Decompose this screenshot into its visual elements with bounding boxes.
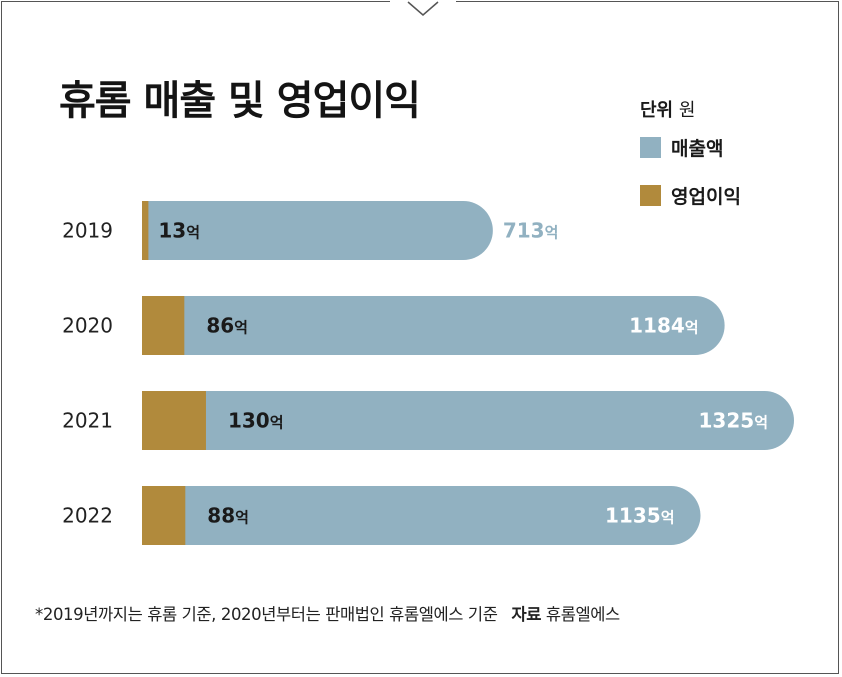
profit-bar-2022 (142, 486, 186, 545)
footnote: *2019년까지는 휴롬 기준, 2020년부터는 판매법인 휴롬엘에스 기준 자… (35, 601, 620, 625)
profit-value-label-2021: 130억 (228, 409, 284, 433)
revenue-bar-2019 (142, 201, 493, 260)
revenue-value-label-2020: 1184억 (629, 314, 698, 338)
profit-value-label-2019: 13억 (158, 219, 200, 243)
unit-note: 단위 원 (640, 96, 741, 122)
legend-label-revenue: 매출액 (671, 137, 724, 160)
profit-bar-2019 (142, 201, 149, 260)
unit-value: 원 (678, 100, 696, 121)
revenue-bar-2022 (142, 486, 701, 545)
year-label-2021: 2021 (62, 409, 113, 433)
revenue-value-label-2022: 1135억 (605, 504, 674, 528)
legend-swatch-profit (640, 184, 661, 206)
year-label-2019: 2019 (62, 219, 113, 243)
legend-item-profit: 영업이익 (640, 182, 741, 208)
profit-value-label-2022: 88억 (207, 504, 249, 528)
source-value: 휴롬엘에스 (545, 605, 620, 624)
year-label-2020: 2020 (62, 314, 113, 338)
legend-label-profit: 영업이익 (671, 185, 741, 208)
profit-bar-2020 (142, 296, 185, 355)
revenue-bar-2021 (142, 391, 794, 450)
revenue-value-label-2021: 1325억 (699, 409, 768, 433)
source-label: 자료 (511, 605, 542, 624)
legend-item-revenue: 매출액 (640, 134, 741, 160)
profit-bar-2021 (142, 391, 206, 450)
legend-swatch-revenue (640, 136, 661, 158)
revenue-value-label-2019: 713억 (503, 219, 559, 243)
footnote-text: *2019년까지는 휴롬 기준, 2020년부터는 판매법인 휴롬엘에스 기준 (35, 605, 498, 624)
chart-title: 휴롬 매출 및 영업이익 (59, 78, 421, 124)
year-label-2022: 2022 (62, 504, 113, 528)
revenue-bar-2020 (142, 296, 725, 355)
legend: 단위 원 매출액 영업이익 (640, 96, 741, 230)
profit-value-label-2020: 86억 (206, 314, 248, 338)
chevron-down-icon (407, 1, 439, 16)
frame-notch-gap (390, 0, 456, 6)
unit-label: 단위 (640, 100, 674, 121)
